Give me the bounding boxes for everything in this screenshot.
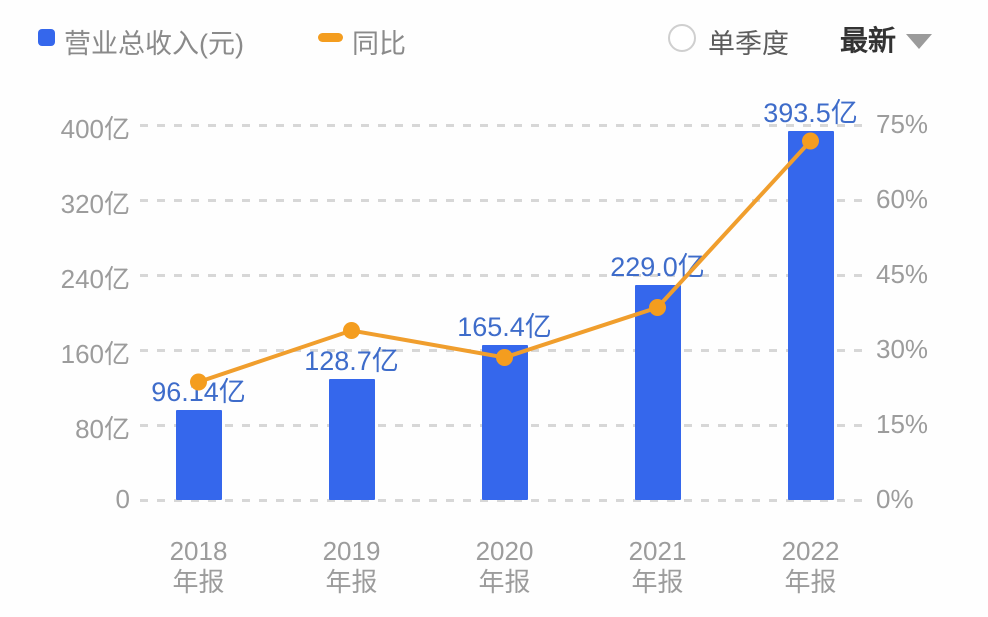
yoy-point-2018[interactable]	[190, 373, 207, 391]
revenue-bar-2018[interactable]	[175, 409, 222, 500]
y-axis-tick-left: 240亿	[60, 264, 130, 294]
bar-value-label: 128.7亿	[304, 346, 399, 377]
revenue-legend-swatch-icon	[38, 29, 55, 46]
yoy-point-2021[interactable]	[649, 299, 666, 316]
y-axis-tick-left: 160亿	[60, 339, 130, 369]
revenue-bar-2022[interactable]	[787, 131, 834, 500]
y-axis-tick-right: 0%	[876, 484, 914, 514]
latest-dropdown-label: 最新	[840, 25, 897, 56]
yoy-point-2022[interactable]	[802, 132, 819, 150]
y-axis-tick-right: 15%	[876, 409, 929, 439]
bar-value-label: 165.4亿	[457, 311, 552, 342]
y-axis-tick-left: 400亿	[60, 114, 130, 144]
chevron-down-icon	[906, 33, 933, 49]
x-axis-label-2020: 2020 年报	[475, 536, 534, 597]
x-axis-label-2021: 2021 年报	[628, 536, 687, 597]
y-axis-tick-right: 75%	[876, 109, 929, 139]
y-axis-tick-right: 60%	[876, 184, 929, 214]
single-quarter-label[interactable]: 单季度	[708, 29, 789, 59]
legend-item-revenue[interactable]: 营业总收入(元)	[64, 29, 244, 59]
revenue-bar-2020[interactable]	[481, 344, 528, 500]
revenue-bar-2019[interactable]	[328, 379, 375, 500]
gridline	[140, 274, 862, 277]
y-axis-tick-right: 30%	[876, 334, 929, 364]
y-axis-tick-left: 0	[115, 484, 130, 514]
x-axis-label-2019: 2019 年报	[322, 536, 381, 597]
gridline	[140, 124, 862, 127]
yoy-point-2019[interactable]	[343, 322, 360, 339]
y-axis-tick-left: 320亿	[60, 189, 130, 219]
gridline	[140, 499, 862, 502]
legend-item-yoy[interactable]: 同比	[352, 29, 406, 59]
bar-value-label: 229.0亿	[610, 252, 705, 283]
revenue-bar-2021[interactable]	[634, 285, 681, 500]
gridline	[140, 199, 862, 202]
y-axis-tick-left: 80亿	[75, 414, 130, 444]
yoy-point-2020[interactable]	[496, 349, 513, 366]
bar-value-label: 393.5亿	[763, 98, 858, 129]
x-axis-label-2022: 2022 年报	[781, 536, 840, 597]
yoy-line	[197, 139, 812, 384]
single-quarter-radio[interactable]	[668, 24, 696, 52]
y-axis-tick-right: 45%	[876, 259, 929, 289]
yoy-legend-swatch-icon	[318, 33, 343, 42]
x-axis-label-2018: 2018 年报	[169, 536, 228, 597]
latest-dropdown[interactable]: 最新	[840, 19, 933, 59]
